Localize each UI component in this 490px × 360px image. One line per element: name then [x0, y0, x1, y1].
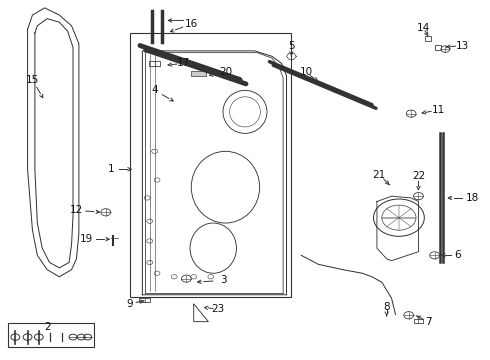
Text: 3: 3 [220, 275, 226, 285]
Text: 6: 6 [454, 250, 461, 260]
Bar [425, 36, 431, 41]
Text: 17: 17 [177, 58, 191, 68]
Text: 20: 20 [219, 67, 232, 77]
Bar [140, 298, 150, 302]
Text: 23: 23 [212, 304, 225, 314]
Polygon shape [270, 62, 376, 108]
Text: 13: 13 [456, 41, 469, 50]
Text: 8: 8 [383, 302, 390, 312]
Text: 22: 22 [412, 171, 425, 181]
Text: 7: 7 [425, 317, 432, 327]
Bar [8, 323, 94, 347]
Text: 1: 1 [107, 164, 114, 174]
Bar [149, 61, 160, 66]
Bar [130, 33, 292, 297]
Polygon shape [191, 71, 206, 76]
Bar [435, 45, 441, 50]
Text: 9: 9 [127, 299, 133, 309]
Polygon shape [140, 45, 246, 84]
Text: 11: 11 [431, 105, 444, 115]
Text: 15: 15 [26, 75, 39, 85]
Text: 18: 18 [466, 193, 479, 203]
Text: 21: 21 [373, 170, 386, 180]
Text: 19: 19 [79, 234, 93, 244]
Text: 5: 5 [288, 41, 294, 50]
Text: 14: 14 [416, 23, 430, 33]
Text: 16: 16 [185, 19, 198, 29]
Text: 4: 4 [151, 85, 158, 95]
Text: 10: 10 [299, 67, 313, 77]
Bar [414, 319, 423, 323]
Text: 2: 2 [44, 322, 50, 332]
Text: 12: 12 [70, 206, 83, 216]
